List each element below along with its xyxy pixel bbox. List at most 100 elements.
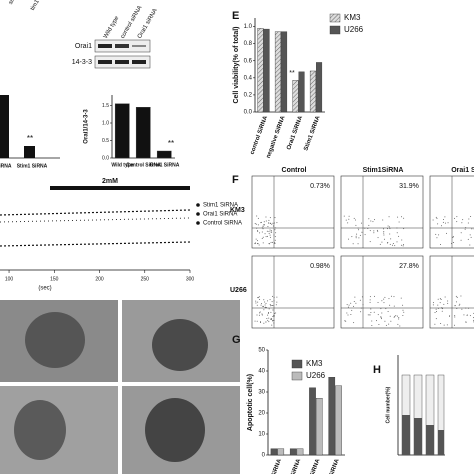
- dot: [275, 227, 277, 229]
- y-tick-label: 0.8: [244, 41, 253, 47]
- dot: [354, 296, 356, 298]
- dot: [350, 314, 352, 316]
- dot: [268, 230, 270, 232]
- dot: [437, 223, 439, 225]
- dot: [345, 320, 347, 322]
- dot: [353, 322, 355, 324]
- dot: [256, 215, 258, 217]
- legend-label: Control SiRNA: [203, 221, 242, 227]
- x-tick-label: control SiRNA: [250, 115, 270, 156]
- bar: [263, 28, 270, 113]
- dot: [348, 215, 350, 217]
- dot: [376, 229, 378, 231]
- dot: [465, 227, 467, 229]
- dot: [360, 311, 362, 313]
- dot: [462, 219, 464, 221]
- dot: [361, 296, 363, 298]
- bar: [296, 448, 304, 456]
- dot: [359, 299, 361, 301]
- dot: [401, 216, 403, 218]
- dot: [262, 228, 264, 230]
- dot: [388, 298, 390, 300]
- dot: [346, 312, 348, 314]
- panel-label: H: [373, 364, 381, 376]
- x-tick-label: 200: [95, 276, 104, 282]
- dot: [381, 300, 383, 302]
- dot: [358, 237, 360, 239]
- bar: [309, 70, 316, 113]
- dot: [364, 234, 366, 236]
- dot: [355, 224, 357, 226]
- dot: [264, 304, 266, 306]
- dot: [266, 318, 268, 320]
- dot: [381, 241, 383, 243]
- dot: [447, 300, 449, 302]
- stacked-bars: [401, 374, 445, 456]
- dot: [265, 321, 267, 323]
- dot: [269, 222, 271, 224]
- legend-swatch: [291, 359, 303, 369]
- y-tick-label: 1.5: [102, 103, 109, 109]
- dot: [436, 237, 438, 239]
- dot: [267, 319, 269, 321]
- label: Orai1: [75, 43, 92, 50]
- label: KM3: [230, 207, 245, 214]
- dot: [272, 309, 274, 311]
- dot: [443, 303, 445, 305]
- dot: [383, 234, 385, 236]
- dot: [455, 301, 457, 303]
- dot: [394, 315, 396, 317]
- dot: [469, 244, 471, 246]
- dot: [387, 225, 389, 227]
- dot: [398, 221, 400, 223]
- y-axis-label: Apoptotic cell(%): [247, 374, 254, 431]
- dot: [390, 295, 392, 297]
- y-tick-label: 0.0: [102, 155, 109, 161]
- dot: [268, 232, 270, 234]
- label: **: [27, 134, 33, 143]
- y-axis-label: Cell viability(% of total): [233, 26, 240, 103]
- dot: [267, 314, 269, 316]
- x-tick-label: negative SiRNA: [266, 115, 287, 160]
- dot: [440, 323, 442, 325]
- x-tick-label: Orai1 SiRNA: [286, 115, 304, 151]
- dot: [275, 312, 277, 314]
- dot: [271, 324, 273, 326]
- dot: [400, 297, 402, 299]
- y-tick-label: 40: [258, 369, 265, 375]
- bar: [135, 107, 151, 159]
- band: [132, 45, 146, 47]
- y-tick-label: 0: [262, 453, 266, 459]
- dot: [380, 318, 382, 320]
- dot: [273, 319, 275, 321]
- dot: [268, 219, 270, 221]
- legend-label: KM3: [344, 13, 361, 22]
- bar: [315, 398, 323, 456]
- dot: [369, 314, 371, 316]
- dot: [467, 222, 469, 224]
- dot: [449, 315, 451, 317]
- label: Stim1 SiRNA: [17, 163, 48, 169]
- dot: [471, 228, 473, 230]
- bar: [274, 31, 281, 113]
- dot: [370, 312, 372, 314]
- dot: [465, 307, 467, 309]
- dot: [380, 308, 382, 310]
- dot: [361, 231, 363, 233]
- y-tick-label: 20: [258, 411, 265, 417]
- dot: [384, 296, 386, 298]
- dot: [347, 314, 349, 316]
- bar: [335, 385, 342, 456]
- dot: [276, 296, 278, 298]
- dot: [370, 220, 372, 222]
- bar: [328, 377, 336, 456]
- dot: [271, 319, 273, 321]
- dot: [257, 230, 259, 232]
- dot: [403, 228, 405, 230]
- dot: [384, 320, 386, 322]
- dot: [256, 314, 258, 316]
- legend-label: Stim1 SiRNA: [203, 203, 238, 209]
- dot: [262, 225, 264, 227]
- dot: [346, 304, 348, 306]
- dot: [465, 321, 467, 323]
